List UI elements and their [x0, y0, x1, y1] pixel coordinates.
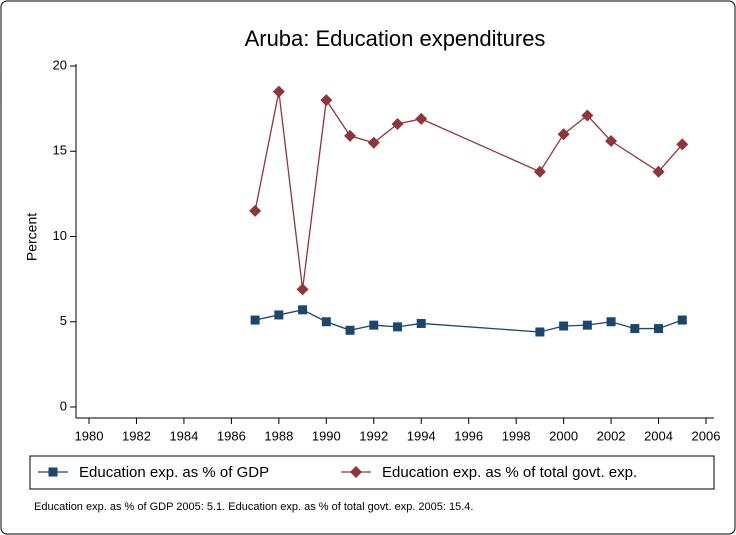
- y-tick-label: 20: [53, 57, 67, 72]
- x-tick-label: 1994: [407, 428, 436, 443]
- point: [535, 327, 545, 337]
- x-tick-label: 1984: [169, 428, 198, 443]
- point: [581, 109, 594, 122]
- point: [654, 324, 664, 334]
- x-tick-label: 2000: [549, 428, 578, 443]
- legend-label: Education exp. as % of GDP: [79, 464, 269, 481]
- y-tick-label: 0: [60, 398, 67, 413]
- x-tick-label: 1990: [312, 428, 341, 443]
- note: Education exp. as % of GDP 2005: 5.1. Ed…: [34, 501, 473, 513]
- legend-label: Education exp. as % of total govt. exp.: [382, 464, 637, 481]
- point: [557, 128, 570, 141]
- y-tick-label: 5: [60, 313, 67, 328]
- y-axis-label: Percent: [24, 213, 40, 261]
- point: [415, 112, 428, 125]
- point: [298, 305, 308, 315]
- point: [321, 317, 331, 327]
- point: [344, 129, 357, 142]
- point: [367, 136, 380, 149]
- point: [249, 204, 262, 217]
- chart-title: Aruba: Education expenditures: [245, 26, 546, 51]
- point: [320, 94, 333, 107]
- point: [606, 317, 616, 327]
- point: [652, 165, 665, 178]
- point: [272, 85, 285, 98]
- x-tick-label: 1992: [359, 428, 388, 443]
- x-tick-label: 1998: [502, 428, 531, 443]
- legend-box: [29, 455, 715, 490]
- legend-marker: [350, 466, 362, 478]
- x-tick-label: 2002: [597, 428, 626, 443]
- point: [533, 165, 546, 178]
- x-tick-label: 2006: [692, 428, 721, 443]
- x-tick-label: 1980: [75, 428, 104, 443]
- y-tick-label: 10: [53, 228, 67, 243]
- point: [605, 135, 618, 148]
- point: [559, 321, 569, 331]
- point: [393, 322, 402, 332]
- x-tick-label: 1988: [264, 428, 293, 443]
- point: [391, 117, 404, 130]
- point: [416, 318, 426, 328]
- point: [677, 315, 687, 325]
- point: [345, 325, 355, 335]
- x-tick-label: 1986: [217, 428, 246, 443]
- point: [630, 324, 640, 334]
- point: [676, 138, 689, 151]
- point: [274, 310, 284, 320]
- point: [369, 320, 379, 330]
- x-tick-label: 1982: [122, 428, 151, 443]
- x-tick-label: 2004: [644, 428, 673, 443]
- legend-marker: [48, 467, 58, 477]
- point: [250, 315, 260, 325]
- point: [582, 320, 592, 330]
- series-line: [254, 91, 683, 290]
- x-tick-label: 1996: [454, 428, 483, 443]
- point: [296, 283, 309, 296]
- y-tick-label: 15: [53, 143, 67, 158]
